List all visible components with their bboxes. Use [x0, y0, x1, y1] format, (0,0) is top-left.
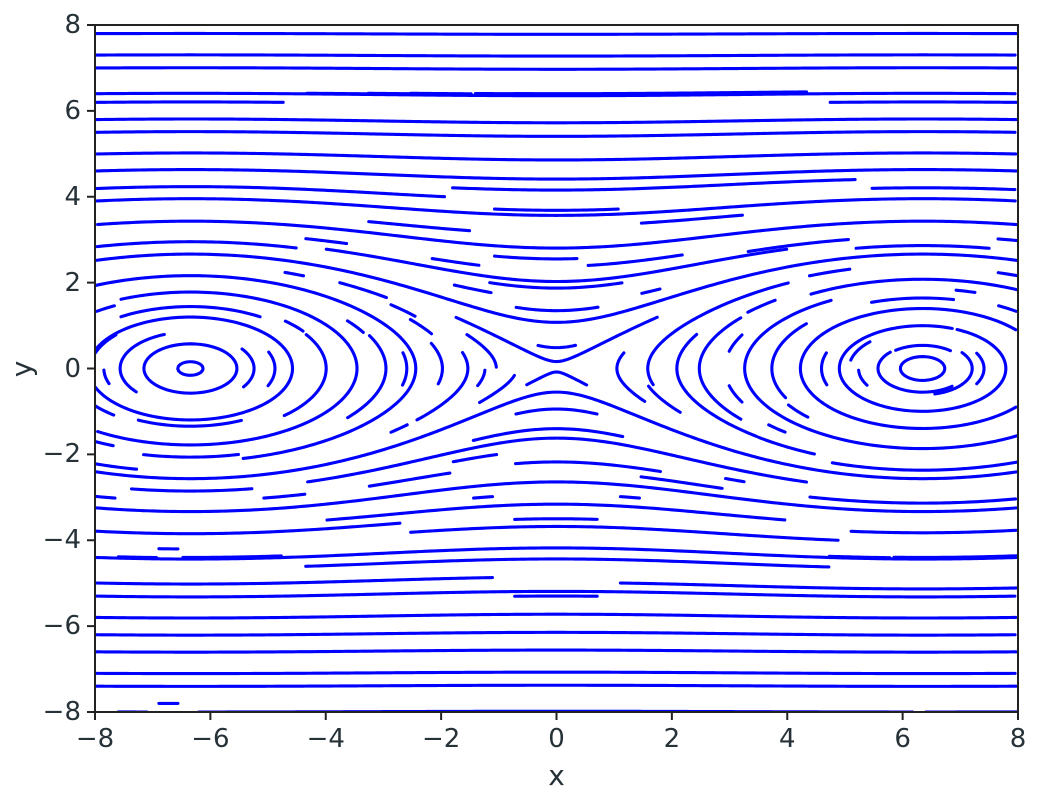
streamline [872, 188, 1015, 190]
streamline [96, 68, 1016, 70]
x-tick-label: −4 [307, 726, 345, 752]
streamline [96, 33, 1016, 34]
x-tick-label: 8 [1010, 726, 1027, 752]
y-tick-label: 8 [64, 12, 81, 38]
x-tick-label: 0 [548, 726, 565, 752]
streamline [95, 55, 1015, 56]
x-tick-label: −2 [422, 726, 460, 752]
streamline [411, 93, 471, 94]
streamline [894, 556, 1018, 558]
streamline [515, 92, 807, 94]
streamline [96, 685, 1016, 686]
streamline [829, 556, 889, 557]
y-tick-label: −2 [43, 441, 81, 467]
streamline [95, 672, 1015, 673]
streamline [307, 93, 367, 94]
streamline [474, 497, 493, 498]
y-tick-label: 4 [64, 184, 81, 210]
y-tick-label: −6 [43, 613, 81, 639]
streamline [118, 557, 156, 558]
streamline [183, 556, 281, 558]
y-tick-label: 6 [64, 98, 81, 124]
y-tick-label: −8 [43, 699, 81, 725]
y-tick-label: 0 [64, 356, 81, 382]
x-axis-label: x [548, 762, 565, 790]
x-tick-label: 6 [894, 726, 911, 752]
y-tick-label: −4 [43, 527, 81, 553]
streamline [515, 519, 597, 520]
streamline [998, 239, 1017, 241]
y-axis-label: y [8, 360, 36, 377]
streamline [96, 496, 115, 498]
streamline [620, 497, 639, 498]
x-tick-label: 4 [779, 726, 796, 752]
x-tick-label: 2 [664, 726, 681, 752]
streamline [495, 209, 619, 210]
x-tick-label: −8 [76, 726, 114, 752]
y-tick-label: 2 [64, 270, 81, 296]
x-tick-label: −6 [191, 726, 229, 752]
